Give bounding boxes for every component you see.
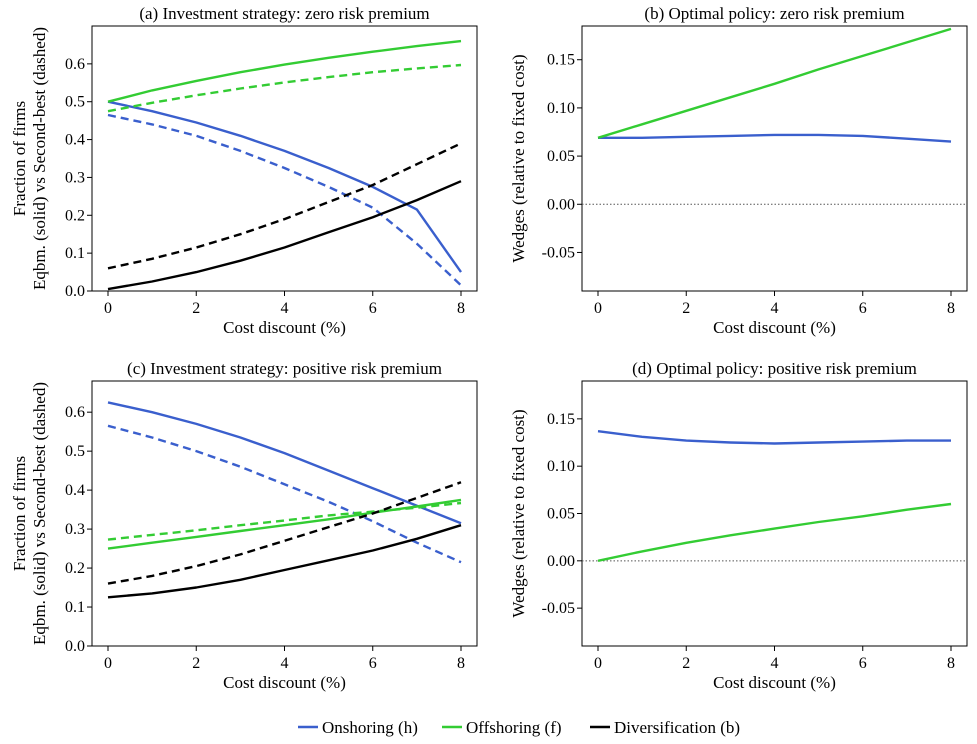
y-tick-label: 0.6: [65, 56, 85, 73]
x-tick-label: 2: [682, 300, 690, 317]
y-tick-label: 0.4: [65, 482, 85, 499]
plot-frame: [581, 380, 968, 647]
y-axis-label: Eqbm. (solid) vs Second-best (dashed): [30, 27, 49, 290]
chart-panels: (a) Investment strategy: zero risk premi…: [10, 4, 968, 692]
series-line-onshoring-solid: [107, 100, 462, 273]
legend-label: Offshoring (f): [466, 718, 562, 737]
legend-item-diversification: Diversification (b): [590, 718, 740, 737]
x-tick-label: 4: [771, 655, 779, 672]
y-tick-label: 0.00: [547, 196, 575, 213]
x-axis-label: Cost discount (%): [713, 318, 836, 337]
y-tick-label: 0.6: [65, 404, 85, 421]
series-line-onshoring-dashed: [107, 424, 462, 564]
y-tick-label: 0.5: [65, 443, 85, 460]
x-tick-label: 4: [771, 300, 779, 317]
chart-title: (d) Optimal policy: positive risk premiu…: [632, 359, 917, 378]
x-tick-label: 6: [859, 300, 867, 317]
x-tick-label: 0: [104, 300, 112, 317]
series-line-offshoring-solid: [107, 39, 462, 103]
x-axis-label: Cost discount (%): [713, 673, 836, 692]
y-tick-label: 0.3: [65, 521, 85, 538]
plot-frame: [581, 25, 968, 292]
y-tick-label: 0.5: [65, 94, 85, 111]
y-tick-label: 0.10: [547, 100, 575, 117]
legend-item-offshoring: Offshoring (f): [442, 718, 562, 737]
x-tick-label: 8: [947, 300, 955, 317]
y-tick-label: 0.1: [65, 599, 85, 616]
chart-title: (c) Investment strategy: positive risk p…: [127, 359, 442, 378]
y-tick-label: 0.0: [65, 283, 85, 300]
chart-panel-a: (a) Investment strategy: zero risk premi…: [10, 4, 478, 337]
y-tick-label: 0.15: [547, 52, 575, 69]
y-axis-label: Wedges (relative to fixed cost): [509, 54, 528, 262]
y-axis-label: Fraction of firms: [10, 456, 29, 571]
x-tick-label: 2: [682, 655, 690, 672]
x-tick-label: 6: [369, 300, 377, 317]
x-tick-label: 4: [281, 300, 289, 317]
legend-label: Onshoring (h): [322, 718, 418, 737]
x-tick-label: 6: [859, 655, 867, 672]
series-line-diversification-solid: [107, 180, 462, 291]
x-tick-label: 0: [104, 655, 112, 672]
x-tick-label: 6: [369, 655, 377, 672]
y-tick-label: 0.0: [65, 638, 85, 655]
series-line-offshoring-solid: [597, 502, 952, 562]
y-tick-label: 0.00: [547, 553, 575, 570]
x-tick-label: 0: [594, 655, 602, 672]
legend-item-onshoring: Onshoring (h): [298, 718, 418, 737]
x-tick-label: 4: [281, 655, 289, 672]
y-axis-label: Wedges (relative to fixed cost): [509, 409, 528, 617]
series-line-onshoring-dashed: [107, 113, 462, 287]
x-tick-label: 0: [594, 300, 602, 317]
y-tick-label: -0.05: [542, 600, 575, 617]
series-line-offshoring-dashed: [107, 63, 462, 113]
y-tick-label: 0.4: [65, 132, 85, 149]
series-line-diversification-solid: [107, 524, 462, 599]
series-line-offshoring-dashed: [107, 501, 462, 541]
series-line-diversification-dashed: [107, 481, 462, 585]
x-tick-label: 2: [192, 655, 200, 672]
legend-label: Diversification (b): [614, 718, 740, 737]
x-tick-label: 2: [192, 300, 200, 317]
y-tick-label: 0.2: [65, 560, 85, 577]
x-axis-label: Cost discount (%): [223, 673, 346, 692]
y-tick-label: 0.15: [547, 411, 575, 428]
series-line-diversification-dashed: [107, 142, 462, 270]
series-line-offshoring-solid: [107, 498, 462, 550]
y-axis-label: Fraction of firms: [10, 101, 29, 216]
x-tick-label: 8: [457, 655, 465, 672]
legend: Onshoring (h) Offshoring (f) Diversificati…: [298, 718, 740, 737]
chart-panel-d: (d) Optimal policy: positive risk premiu…: [509, 359, 968, 692]
y-tick-label: 0.1: [65, 245, 85, 262]
series-line-onshoring-solid: [107, 401, 462, 525]
y-tick-label: 0.3: [65, 169, 85, 186]
plot-frame: [91, 380, 478, 647]
y-tick-label: -0.05: [542, 244, 575, 261]
x-axis-label: Cost discount (%): [223, 318, 346, 337]
y-tick-label: 0.2: [65, 207, 85, 224]
y-tick-label: 0.05: [547, 148, 575, 165]
chart-panel-b: (b) Optimal policy: zero risk premium 0 2 4…: [509, 4, 968, 337]
chart-panel-c: (c) Investment strategy: positive risk p…: [10, 359, 478, 692]
series-line-onshoring-solid: [597, 430, 951, 445]
y-tick-label: 0.10: [547, 458, 575, 475]
x-tick-label: 8: [457, 300, 465, 317]
chart-title: (a) Investment strategy: zero risk premi…: [139, 4, 429, 23]
y-axis-label: Eqbm. (solid) vs Second-best (dashed): [30, 382, 49, 645]
series-line-onshoring-solid: [598, 133, 952, 143]
chart-title: (b) Optimal policy: zero risk premium: [644, 4, 904, 23]
series-line-offshoring-solid: [597, 27, 952, 139]
y-tick-label: 0.05: [547, 506, 575, 523]
x-tick-label: 8: [947, 655, 955, 672]
